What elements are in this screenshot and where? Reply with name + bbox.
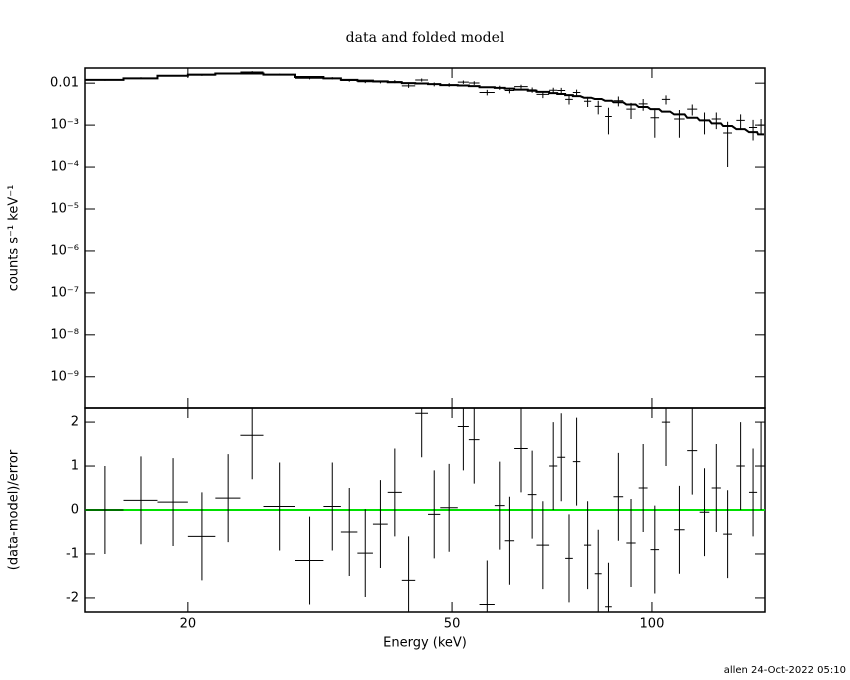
error-bar [401,84,416,88]
error-bar [549,422,558,510]
error-bar [594,100,602,115]
error-bar [187,492,216,581]
y-tick-label: -2 [66,590,79,605]
error-bar [85,466,124,554]
error-bar [687,104,698,116]
error-bar [340,488,358,576]
error-bar [401,536,416,612]
error-bar [736,422,745,510]
y-tick-label: 10⁻⁸ [50,327,79,342]
error-bar [661,95,671,105]
error-bar [514,84,528,89]
error-bar [440,463,458,552]
chart-title: data and folded model [346,30,505,46]
x-tick-label: 20 [180,617,197,632]
error-bar [468,408,480,484]
error-bar [479,89,495,96]
error-bar [565,95,573,105]
error-bar [572,417,581,506]
error-bar [457,80,469,84]
x-tick-label: 50 [444,617,461,632]
error-bar [711,112,721,130]
error-bar [626,499,636,587]
error-bar [758,118,765,135]
error-bar [699,468,710,557]
error-bar [514,408,528,493]
y-tick-label: 10⁻⁵ [50,201,79,216]
error-bar [605,562,612,612]
error-bar [650,108,660,138]
y-tick-label: 10⁻⁶ [50,243,79,258]
error-bar [557,87,566,94]
error-bar [157,458,188,547]
error-bar [428,470,441,559]
error-bar [372,480,388,569]
y-tick-label: -1 [66,546,79,561]
error-bar [699,112,710,135]
error-bar [758,422,765,510]
error-bar [661,408,671,467]
error-bar [468,81,480,85]
y-tick-label: 0.01 [50,76,79,91]
y-tick-label: 1 [71,459,79,474]
error-bar [557,413,566,502]
model-line [85,72,765,136]
error-bar [723,121,733,168]
error-bar [736,114,745,130]
y-tick-label: 0 [71,503,79,518]
x-axis-label: Energy (keV) [383,636,467,651]
y-tick-label: 10⁻⁴ [50,160,79,175]
error-bar [240,408,264,480]
x-tick-label: 100 [640,617,665,632]
error-bar [263,462,295,551]
error-bar [565,514,573,603]
error-bar [638,444,648,532]
error-bar [748,119,758,141]
plot-frame [84,67,766,409]
error-bar [687,408,698,495]
error-bar [748,448,758,537]
error-bar [711,444,721,532]
y-tick-label: 2 [71,415,79,430]
y-axis-label: counts s⁻¹ keV⁻¹ [7,185,22,292]
error-bar [527,450,537,539]
footer: allen 24-Oct-2022 05:10 [724,665,846,676]
error-bar [723,490,733,579]
error-bar [123,456,158,545]
error-bar [494,461,505,550]
y-tick-label: 10⁻⁹ [50,369,79,384]
error-bar [294,516,324,605]
error-bar [215,454,241,543]
y-tick-label: 10⁻³ [50,118,79,133]
error-bar [613,452,624,541]
error-bar [415,408,429,458]
error-bar [457,408,469,471]
error-bar [323,462,341,551]
error-bar [504,496,515,585]
error-bar [650,505,660,594]
error-bar [387,448,402,537]
y-tick-label: 10⁻⁷ [50,285,79,300]
error-bar [572,89,581,96]
error-bar [638,98,648,111]
error-bar [479,560,495,612]
error-bar [415,78,429,82]
y-axis-label: (data-model)/error [7,449,22,570]
error-bar [674,485,685,574]
error-bar [626,102,636,119]
error-bar [605,107,612,135]
error-bar [357,509,373,598]
error-bar [536,501,550,590]
error-bar [583,501,592,590]
error-bar [594,529,602,612]
